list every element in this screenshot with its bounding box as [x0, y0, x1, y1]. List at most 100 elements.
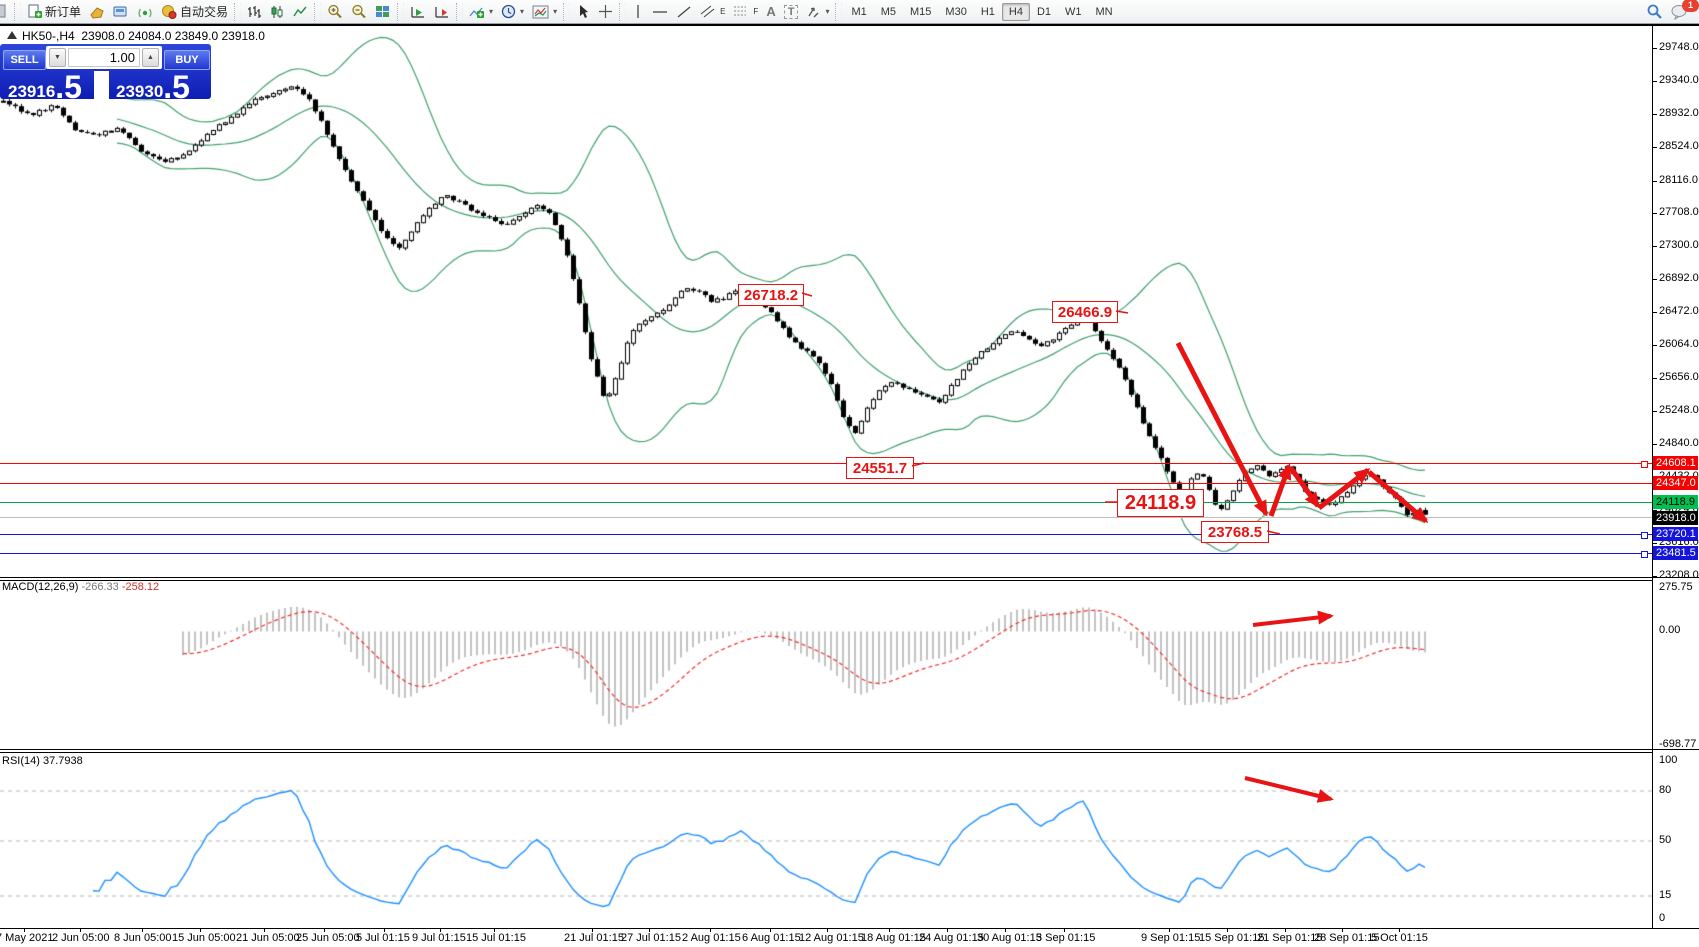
- time-axis-label: 3 Sep 01:15: [1036, 932, 1096, 944]
- price-annotation-label[interactable]: 26466.9: [1052, 301, 1118, 323]
- zoom-in-button[interactable]: [323, 3, 347, 21]
- chart-macd-separator[interactable]: [0, 577, 1699, 578]
- price-axis-tick: [1652, 147, 1657, 148]
- symbol-period: HK50-,H4: [22, 29, 75, 43]
- price-axis-tick: [1652, 213, 1657, 214]
- buy-price-frac: .5: [163, 69, 190, 105]
- chart-canvas[interactable]: [0, 26, 1652, 928]
- timeframe-w1[interactable]: W1: [1065, 5, 1082, 18]
- timeframe-m5[interactable]: M5: [880, 5, 897, 18]
- time-axis-label: 9 Jul 01:15: [412, 932, 466, 944]
- time-axis-label: 25 Jun 05:00: [296, 932, 360, 944]
- text-label-tool[interactable]: T: [780, 3, 803, 21]
- horizontal-price-line[interactable]: [0, 532, 1652, 539]
- time-axis-label: 18 Aug 01:15: [861, 932, 926, 944]
- horizontal-price-line[interactable]: [0, 483, 1652, 484]
- time-axis-tick: [384, 928, 385, 932]
- horizontal-price-line[interactable]: [0, 502, 1652, 503]
- notifications-button[interactable]: 1: [1667, 0, 1699, 21]
- time-axis-tick: [24, 928, 25, 932]
- bar-chart-mode-button[interactable]: [243, 3, 266, 21]
- templates-button[interactable]: ▾: [528, 3, 561, 21]
- market-watch-button[interactable]: [109, 3, 133, 21]
- chart-title: HK50-,H4 23908.0 24084.0 23849.0 23918.0: [22, 29, 265, 43]
- timeframe-group: M1 M5 M15 M30 H1 H4 D1 W1 MN: [844, 2, 1119, 21]
- timeframe-m15[interactable]: M15: [910, 5, 932, 18]
- toolbar-separator: [14, 2, 21, 21]
- line-chart-mode-button[interactable]: [289, 3, 312, 21]
- arrows-tool[interactable]: ▾: [802, 3, 833, 21]
- price-tag: 23918.0: [1653, 511, 1698, 525]
- price-axis-tick-label: 27300.0: [1659, 239, 1699, 251]
- price-axis-tick-label: 25656.0: [1659, 371, 1699, 383]
- auto-scroll-icon: [411, 6, 425, 18]
- price-annotation-label[interactable]: 24551.7: [846, 457, 914, 479]
- new-order-icon: [28, 4, 42, 18]
- line-selection-handle[interactable]: [1641, 532, 1648, 539]
- channel-tool[interactable]: E: [696, 3, 729, 21]
- price-axis-tick: [1652, 576, 1657, 577]
- time-axis-tick: [827, 928, 828, 932]
- timeframe-m1[interactable]: M1: [851, 5, 867, 18]
- text-tool[interactable]: A: [762, 3, 779, 21]
- rsi-axis-label: 100: [1659, 754, 1678, 766]
- line-selection-handle[interactable]: [1641, 461, 1648, 468]
- zoom-out-button[interactable]: [347, 3, 371, 21]
- timeframe-d1[interactable]: D1: [1036, 5, 1052, 18]
- cursor-tool-button[interactable]: [572, 3, 594, 21]
- chart-shift-button[interactable]: [430, 3, 454, 21]
- notification-badge: 1: [1682, 0, 1699, 12]
- channel-icon: [700, 5, 715, 18]
- horizontal-price-line[interactable]: [0, 461, 1652, 468]
- buy-button[interactable]: BUY: [164, 50, 210, 70]
- timeframe-m30[interactable]: M30: [945, 5, 967, 18]
- volume-decrease-button[interactable]: ▼: [49, 48, 66, 67]
- vertical-line-tool[interactable]: [628, 3, 648, 21]
- horizontal-price-line[interactable]: [0, 551, 1652, 558]
- toolbar-separator: [234, 2, 242, 21]
- search-button[interactable]: [1642, 3, 1667, 21]
- signals-button[interactable]: [133, 3, 157, 21]
- timeframe-mn[interactable]: MN: [1095, 5, 1113, 18]
- horizontal-price-line[interactable]: [0, 517, 1652, 518]
- timeframe-h1[interactable]: H1: [980, 5, 995, 18]
- buy-price-main: 23930: [116, 82, 164, 101]
- sell-price[interactable]: 23916.5: [8, 71, 82, 103]
- price-annotation-label[interactable]: 23768.5: [1201, 521, 1269, 543]
- price-axis-tick: [1652, 48, 1657, 49]
- periods-button[interactable]: ▾: [497, 3, 528, 21]
- time-axis-label: 15 Jul 01:15: [466, 932, 526, 944]
- new-order-label: 新订单: [45, 5, 82, 19]
- time-axis-label: 21 Jun 05:00: [236, 932, 300, 944]
- tile-windows-button[interactable]: [371, 3, 395, 21]
- price-axis-tick: [1652, 411, 1657, 412]
- price-annotation-label[interactable]: 24118.9: [1117, 489, 1204, 517]
- macd-value-signal: -258.12: [121, 581, 160, 593]
- crosshair-tool-button[interactable]: [594, 3, 617, 21]
- time-axis-tick: [1399, 928, 1400, 932]
- new-chart-button[interactable]: [85, 3, 109, 21]
- indicators-button[interactable]: ▾: [465, 3, 497, 21]
- dropdown-caret: ▾: [825, 7, 830, 16]
- fibonacci-tool[interactable]: F: [729, 3, 762, 21]
- trendline-tool[interactable]: [672, 3, 696, 21]
- timeframe-h4[interactable]: H4: [1001, 2, 1030, 21]
- volume-increase-button[interactable]: ▲: [142, 48, 159, 67]
- new-order-button[interactable]: 新订单: [23, 3, 85, 21]
- price-axis-tick: [1652, 543, 1657, 544]
- auto-trading-button[interactable]: 自动交易: [157, 3, 232, 21]
- macd-rsi-separator[interactable]: [0, 749, 1699, 750]
- buy-price[interactable]: 23930.5: [116, 71, 190, 103]
- volume-input[interactable]: 1.00: [68, 48, 140, 67]
- macd-axis-label: -698.77: [1659, 738, 1697, 750]
- auto-scroll-button[interactable]: [406, 3, 430, 21]
- trade-panel-toggle-icon[interactable]: [7, 31, 17, 39]
- price-annotation-label[interactable]: 26718.2: [738, 284, 804, 306]
- rsi-panel-top: [0, 752, 1652, 753]
- shapes-arrows-icon: [808, 6, 819, 17]
- candlestick-mode-button[interactable]: [266, 3, 289, 21]
- horizontal-line-tool[interactable]: [648, 3, 672, 21]
- line-selection-handle[interactable]: [1641, 551, 1648, 558]
- time-axis-tick: [1005, 928, 1006, 932]
- sell-button[interactable]: SELL: [3, 50, 46, 70]
